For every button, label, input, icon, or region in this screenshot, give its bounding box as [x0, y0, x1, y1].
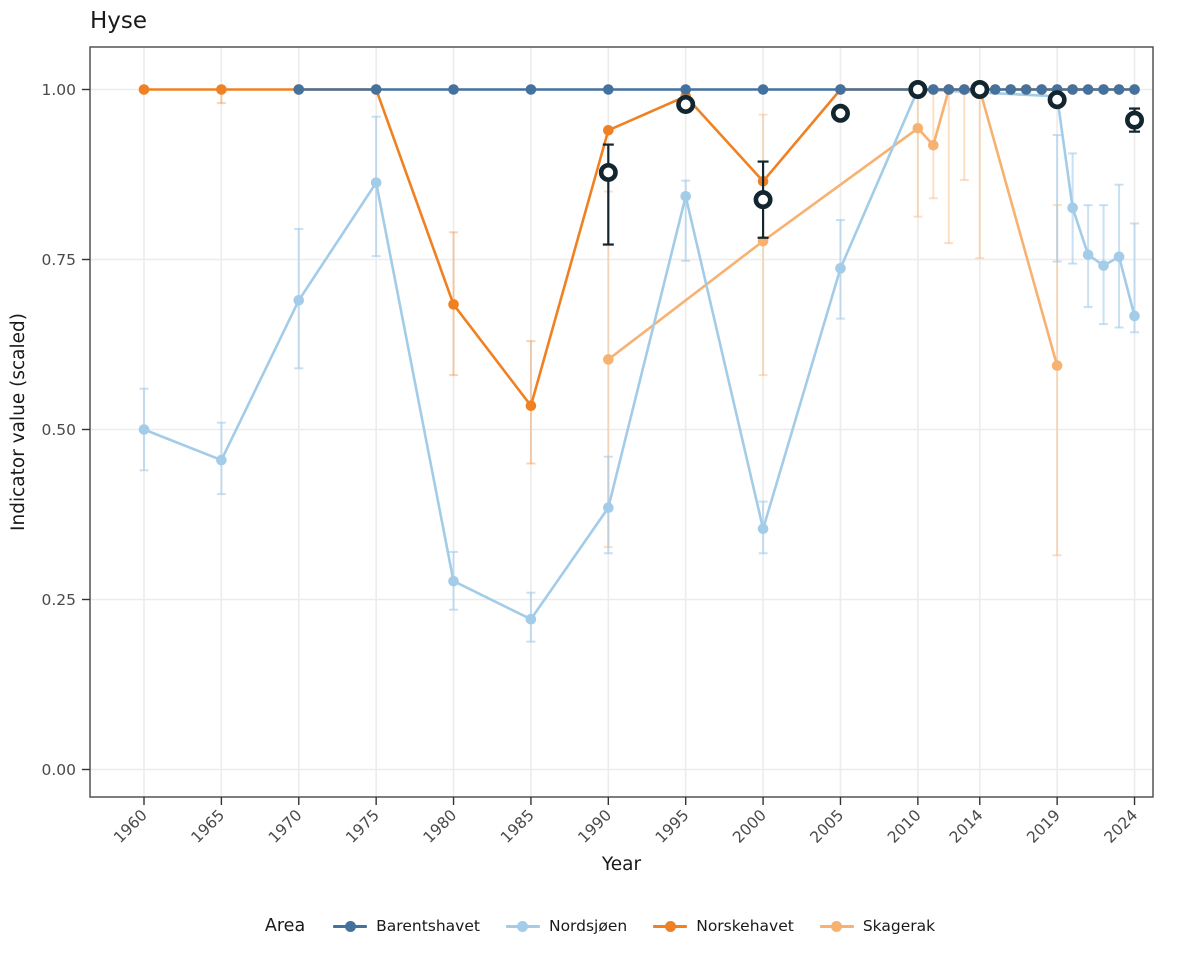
legend-label: Skagerak — [862, 917, 936, 935]
x-tick-label: 1985 — [497, 806, 538, 847]
legend: Area Barentshavet Nordsjøen Norskehavet Ska… — [0, 916, 1200, 936]
data-point-Nordsjøen — [1113, 251, 1125, 263]
legend-entry-nordsjøen: Nordsjøen — [505, 917, 628, 935]
x-tick-label: 1960 — [110, 806, 151, 847]
legend-key-icon — [819, 919, 854, 933]
data-point-Nordsjøen — [370, 177, 382, 188]
x-tick-label: 1980 — [420, 806, 461, 847]
data-point-Barentshavet — [680, 84, 691, 95]
x-tick-label: 1965 — [188, 806, 229, 847]
data-point-Barentshavet — [1067, 84, 1078, 95]
data-point-Barentshavet — [1098, 84, 1109, 95]
assessment-marker — [970, 80, 990, 100]
legend-entry-barentshavet: Barentshavet — [333, 917, 480, 935]
data-point-Skagerak — [603, 354, 614, 365]
data-point-Nordsjøen — [448, 575, 459, 587]
data-point-Nordsjøen — [138, 424, 150, 435]
data-point-Barentshavet — [958, 84, 970, 95]
data-point-Norskehavet — [603, 125, 614, 136]
x-tick-label: 2019 — [1023, 806, 1064, 847]
x-tick-label: 1975 — [342, 806, 383, 847]
legend-label: Norskehavet — [696, 917, 794, 935]
legend-entry-skagerak: Skagerak — [819, 917, 936, 935]
x-tick-label: 2014 — [946, 806, 987, 847]
data-point-Norskehavet — [216, 84, 227, 95]
data-point-Norskehavet — [138, 84, 150, 95]
data-point-Barentshavet — [989, 84, 1001, 95]
data-point-Skagerak — [1051, 360, 1063, 371]
assessment-marker — [753, 190, 773, 210]
x-tick-label: 2010 — [884, 806, 925, 847]
data-point-Barentshavet — [928, 84, 939, 95]
data-point-Nordsjøen — [603, 502, 614, 513]
y-axis-label: Indicator value (scaled) — [8, 313, 29, 531]
data-point-Barentshavet — [1005, 84, 1017, 95]
data-point-Barentshavet — [603, 84, 614, 95]
assessment-marker — [1047, 90, 1067, 110]
data-point-Barentshavet — [1082, 84, 1094, 95]
x-axis-label: Year — [601, 854, 642, 875]
data-point-Nordsjøen — [1129, 310, 1140, 322]
x-tick-label: 2024 — [1101, 806, 1142, 847]
assessment-marker — [830, 103, 850, 123]
x-tick-label: 1995 — [652, 806, 693, 847]
legend-label: Barentshavet — [376, 917, 480, 935]
plot-panel — [90, 47, 1153, 797]
assessment-marker — [598, 162, 618, 182]
y-tick-label: 0.50 — [41, 421, 76, 439]
data-point-Skagerak — [928, 139, 939, 151]
legend-label: Nordsjøen — [548, 917, 628, 935]
data-point-Barentshavet — [1129, 84, 1140, 95]
data-point-Barentshavet — [370, 84, 382, 95]
legend-title: Area — [264, 916, 306, 936]
legend-dot — [664, 920, 676, 932]
plot-area: 1.00 0.75 0.50 0.25 0.00 1960 1965 1970 1975 1980… — [8, 46, 1154, 875]
data-point-Nordsjøen — [1067, 202, 1078, 214]
assessment-marker — [1125, 110, 1145, 130]
data-point-Nordsjøen — [1098, 260, 1109, 271]
y-tick-label: 0.75 — [41, 251, 76, 269]
data-point-Norskehavet — [525, 400, 537, 412]
legend-dot — [344, 920, 356, 932]
assessment-marker — [676, 94, 696, 114]
panel-border — [89, 46, 1154, 798]
data-point-Barentshavet — [835, 84, 846, 95]
y-tick-label: 0.25 — [41, 591, 76, 609]
data-point-Barentshavet — [448, 84, 459, 95]
data-point-Barentshavet — [757, 84, 769, 95]
data-point-Nordsjøen — [216, 454, 227, 466]
assessment-marker — [908, 80, 928, 100]
legend-dot — [517, 920, 529, 932]
data-point-Nordsjøen — [293, 295, 305, 306]
data-point-Skagerak — [912, 122, 924, 134]
x-tick-label: 1970 — [265, 806, 306, 847]
data-point-Barentshavet — [1036, 84, 1047, 95]
data-point-Barentshavet — [1113, 84, 1125, 95]
chart-title: Hyse — [90, 8, 148, 34]
data-point-Norskehavet — [448, 299, 459, 310]
legend-dot — [831, 920, 843, 932]
data-point-Nordsjøen — [835, 263, 846, 274]
data-point-Barentshavet — [943, 84, 955, 95]
y-tick-label: 1.00 — [41, 81, 76, 99]
data-point-Barentshavet — [1020, 84, 1032, 95]
x-tick-label: 2000 — [729, 806, 770, 847]
legend-key-icon — [653, 919, 688, 933]
data-point-Barentshavet — [525, 84, 537, 95]
data-point-Barentshavet — [293, 84, 305, 95]
data-point-Nordsjøen — [525, 613, 537, 625]
legend-key-icon — [333, 919, 368, 933]
y-tick-label: 0.00 — [41, 761, 76, 779]
legend-entry-norskehavet: Norskehavet — [653, 917, 794, 935]
data-point-Nordsjøen — [757, 523, 769, 535]
legend-key-icon — [505, 919, 540, 933]
data-point-Nordsjøen — [1082, 249, 1094, 261]
x-tick-label: 2005 — [807, 806, 848, 847]
x-tick-label: 1990 — [575, 806, 616, 847]
data-point-Nordsjøen — [680, 190, 691, 202]
